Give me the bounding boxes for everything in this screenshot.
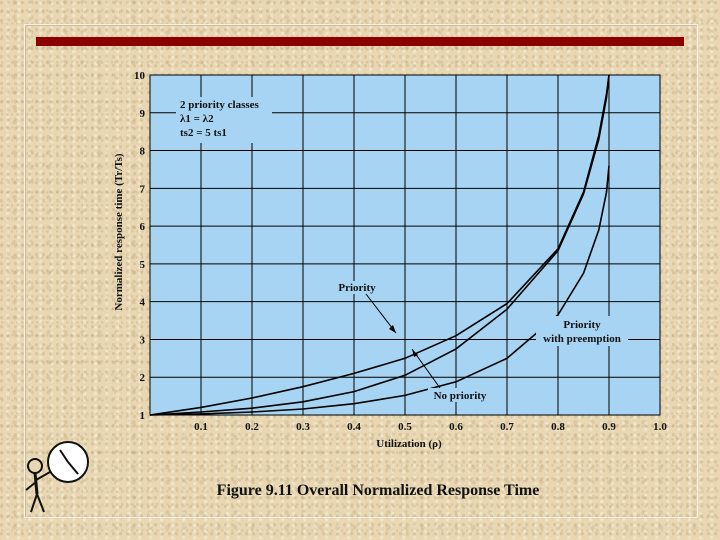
y-tick-label: 1 — [140, 410, 146, 422]
x-tick-label: 0.3 — [296, 421, 310, 433]
x-tick-label: 0.7 — [500, 421, 514, 433]
title-bar — [36, 37, 684, 46]
x-tick-label: 0.9 — [602, 421, 616, 433]
x-tick-label: 0.2 — [245, 421, 259, 433]
x-tick-label: 1.0 — [653, 421, 667, 433]
x-tick-label: 0.5 — [398, 421, 412, 433]
y-tick-label: 2 — [140, 372, 146, 384]
y-tick-label: 3 — [140, 334, 146, 346]
slide-frame — [24, 24, 698, 518]
y-tick-label: 6 — [140, 221, 146, 233]
annotation-preemption-bg — [536, 316, 628, 346]
annotation-priority-bg — [333, 281, 379, 294]
annotation-preemption-line1: Priority — [563, 319, 601, 331]
annotation-no-priority-bg — [428, 388, 492, 402]
x-tick-label: 0.6 — [449, 421, 463, 433]
curve-no-priority — [149, 74, 610, 416]
stick-figure-clock-icon — [25, 441, 89, 513]
figure-caption: Figure 9.11 Overall Normalized Response … — [216, 482, 540, 499]
annotation-priority: Priority — [338, 282, 376, 294]
x-tick-label: 0.1 — [194, 421, 208, 433]
x-tick-label: 0.8 — [551, 421, 565, 433]
y-tick-label: 7 — [140, 183, 146, 195]
y-tick-label: 8 — [140, 146, 146, 158]
y-tick-label: 10 — [134, 70, 146, 82]
y-axis-label: Normalized response time (Tr/Ts) — [113, 153, 125, 310]
y-tick-label: 4 — [140, 297, 146, 309]
annotation-no-priority-arrowhead — [412, 349, 418, 357]
x-axis-label: Utilization (ρ) — [376, 438, 442, 450]
y-tick-label: 5 — [140, 259, 146, 271]
y-tick-label: 9 — [140, 108, 146, 120]
legend-text: 2 priority classes — [180, 99, 260, 111]
annotation-priority-arrow — [365, 293, 397, 334]
x-tick-label: 0.4 — [347, 421, 361, 433]
annotation-preemption-line2: with preemption — [543, 333, 621, 345]
legend-box — [176, 97, 272, 143]
annotation-priority-arrowhead — [389, 325, 396, 333]
curve-priority-with-preemption — [149, 165, 610, 416]
legend-text: ts2 = 5 ts1 — [180, 127, 227, 139]
legend-text: λ1 = λ2 — [180, 113, 214, 125]
annotation-no-priority: No priority — [434, 390, 487, 402]
